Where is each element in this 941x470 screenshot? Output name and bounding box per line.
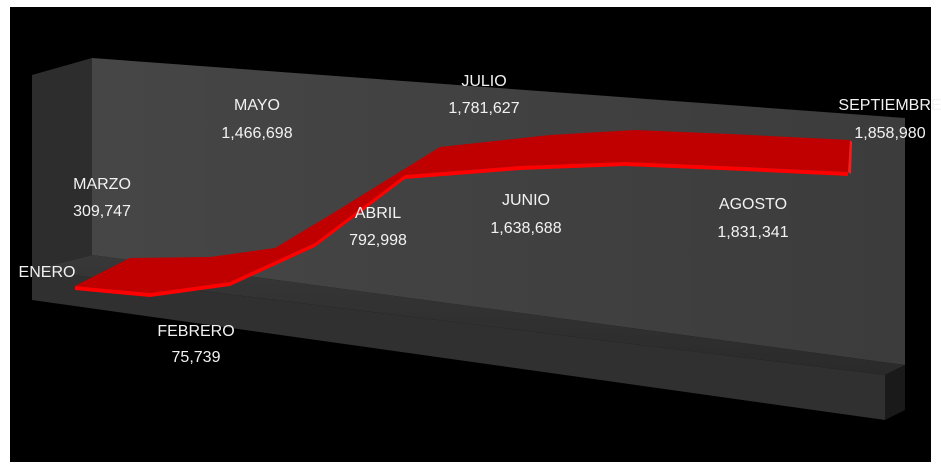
data-value-label: 1,831,341 [717, 224, 788, 241]
category-label: AGOSTO [719, 196, 787, 213]
category-label: ENERO [19, 264, 76, 281]
category-label: SEPTIEMBRE [838, 97, 941, 114]
series-ribbon [75, 130, 852, 297]
category-label: MAYO [234, 97, 280, 114]
data-value-label: 1,781,627 [448, 100, 519, 117]
data-value-label: 1,638,688 [490, 220, 561, 237]
category-label: ABRIL [355, 205, 401, 222]
right-edge [885, 365, 905, 420]
floor [32, 255, 905, 375]
data-value-label: 1,466,698 [221, 125, 292, 142]
front-edge [32, 270, 885, 420]
left-wall [32, 58, 92, 270]
data-value-label: 792,998 [349, 232, 407, 249]
data-labels: ENERO FEBRERO 75,739 MARZO 309,747 ABRIL 792,9… [19, 73, 941, 366]
data-value-label: 1,858,980 [854, 125, 925, 142]
category-label: MARZO [73, 176, 131, 193]
category-label: FEBRERO [157, 323, 234, 340]
ribbon-surface [75, 130, 850, 293]
category-label: JULIO [461, 73, 506, 90]
ribbon-end-cap [848, 140, 852, 174]
data-value-label: 309,747 [73, 203, 131, 220]
category-label: JUNIO [502, 192, 550, 209]
data-value-label: 75,739 [172, 349, 221, 366]
